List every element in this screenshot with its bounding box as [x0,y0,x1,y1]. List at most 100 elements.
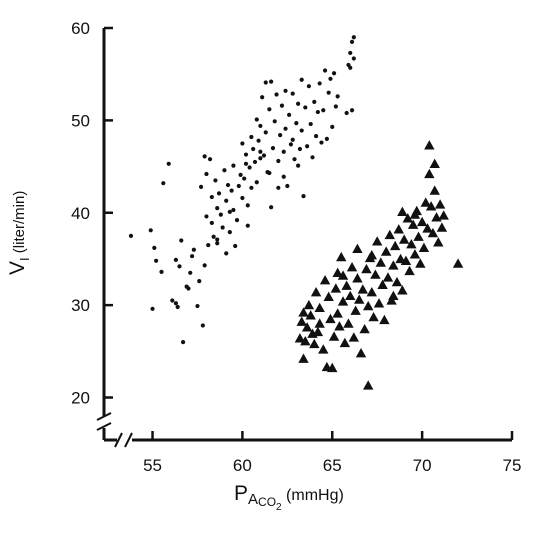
data-point-triangle [343,318,354,328]
data-point-triangle [379,314,390,325]
data-point-dot [207,157,213,162]
data-point-dot [351,56,356,61]
x-tick-label: 60 [233,456,252,475]
data-point-triangle [429,185,440,195]
data-point-dot [252,159,258,165]
data-point-dot [258,149,263,154]
data-point-dot [331,71,337,76]
data-point-dot [238,172,243,177]
data-point-dot [180,339,186,345]
data-point-triangle [377,279,388,289]
data-point-dot [240,141,245,146]
data-point-triangle [298,307,309,317]
y-axis-title-sub: I [17,257,32,261]
data-point-triangle [366,286,378,297]
data-point-triangle [363,380,374,390]
data-point-dot [249,185,254,190]
data-point-triangle [424,140,435,150]
data-point-dot [312,99,317,105]
data-point-dot [272,119,277,124]
data-point-triangle [418,242,430,253]
data-point-triangle [334,321,345,331]
data-point-dot [152,245,157,250]
data-point-dot [243,161,249,166]
data-point-dot [220,225,225,230]
data-point-triangle [327,362,338,373]
data-point-dot [240,195,245,201]
data-point-dot [231,207,236,213]
data-point-dot [148,228,153,233]
data-point-dot [267,107,272,112]
data-point-dot [211,234,216,239]
data-point-triangle [415,258,426,268]
data-point-dot [326,90,331,95]
data-point-dot [285,183,290,189]
data-point-triangle [319,274,331,285]
y-tick-label: 40 [71,204,90,223]
data-point-dot [254,117,259,122]
data-point-triangle [366,250,378,260]
data-point-dot [299,77,304,82]
data-point-dot [294,121,299,126]
data-point-triangle [368,311,379,322]
data-point-triangle [363,300,374,311]
data-point-dot [303,105,308,110]
data-point-dot [245,203,250,208]
data-point-dot [222,168,227,173]
data-point-triangle [350,305,361,315]
data-point-triangle [323,291,334,301]
axes: 20 30 40 50 60 55 60 65 70 75 [71,19,521,475]
data-point-dot [229,188,234,193]
data-point-dot [215,206,220,211]
data-point-dot [247,165,252,170]
data-point-dot [197,279,202,284]
data-point-triangle [332,267,343,277]
data-point-dot [170,298,175,303]
data-point-triangle [371,236,383,246]
data-point-dot [128,233,134,238]
data-point-triangle [420,197,431,207]
data-point-triangle [438,210,449,220]
data-point-dot [313,133,319,139]
data-point-dot [189,254,195,259]
data-point-dot [173,301,178,306]
data-point-triangle [359,323,370,334]
data-point-triangle [337,296,349,306]
data-point-dot [216,191,222,196]
x-axis-title-unit: (mmHg) [286,487,344,504]
data-point-dot [349,39,355,44]
data-point-triangle [382,272,394,282]
x-tick-label: 70 [413,456,432,475]
y-axis-title-main: V [6,261,29,275]
data-point-dot [278,133,283,138]
data-point-triangle [389,240,401,251]
data-point-dot [166,161,171,166]
data-point-dot [218,212,223,217]
data-point-triangle [328,331,340,341]
data-point-triangle [429,158,440,168]
data-point-triangle [357,284,369,294]
data-point-triangle [402,213,413,223]
data-point-triangle [436,222,448,232]
x-axis-title-main: P [234,482,248,505]
data-point-triangle [305,310,316,320]
data-point-dot [322,68,328,73]
data-point-dot [287,112,292,117]
data-point-dot [321,108,326,113]
data-point-triangle [348,332,360,342]
data-point-triangle [337,270,349,280]
data-point-triangle [314,302,325,313]
data-point-dot [258,156,263,161]
data-point-triangle [407,219,419,229]
y-axis-title-unit: (liter/min) [11,191,28,254]
data-point-triangle [413,231,424,241]
data-point-dot [301,194,306,199]
data-point-triangle [409,249,421,259]
data-point-dot [245,223,250,228]
data-point-dot [324,136,329,141]
x-axis-break-mark [114,432,123,448]
data-point-triangle [300,335,311,346]
y-axis-break-mark [96,422,112,431]
data-point-dot [269,79,274,84]
